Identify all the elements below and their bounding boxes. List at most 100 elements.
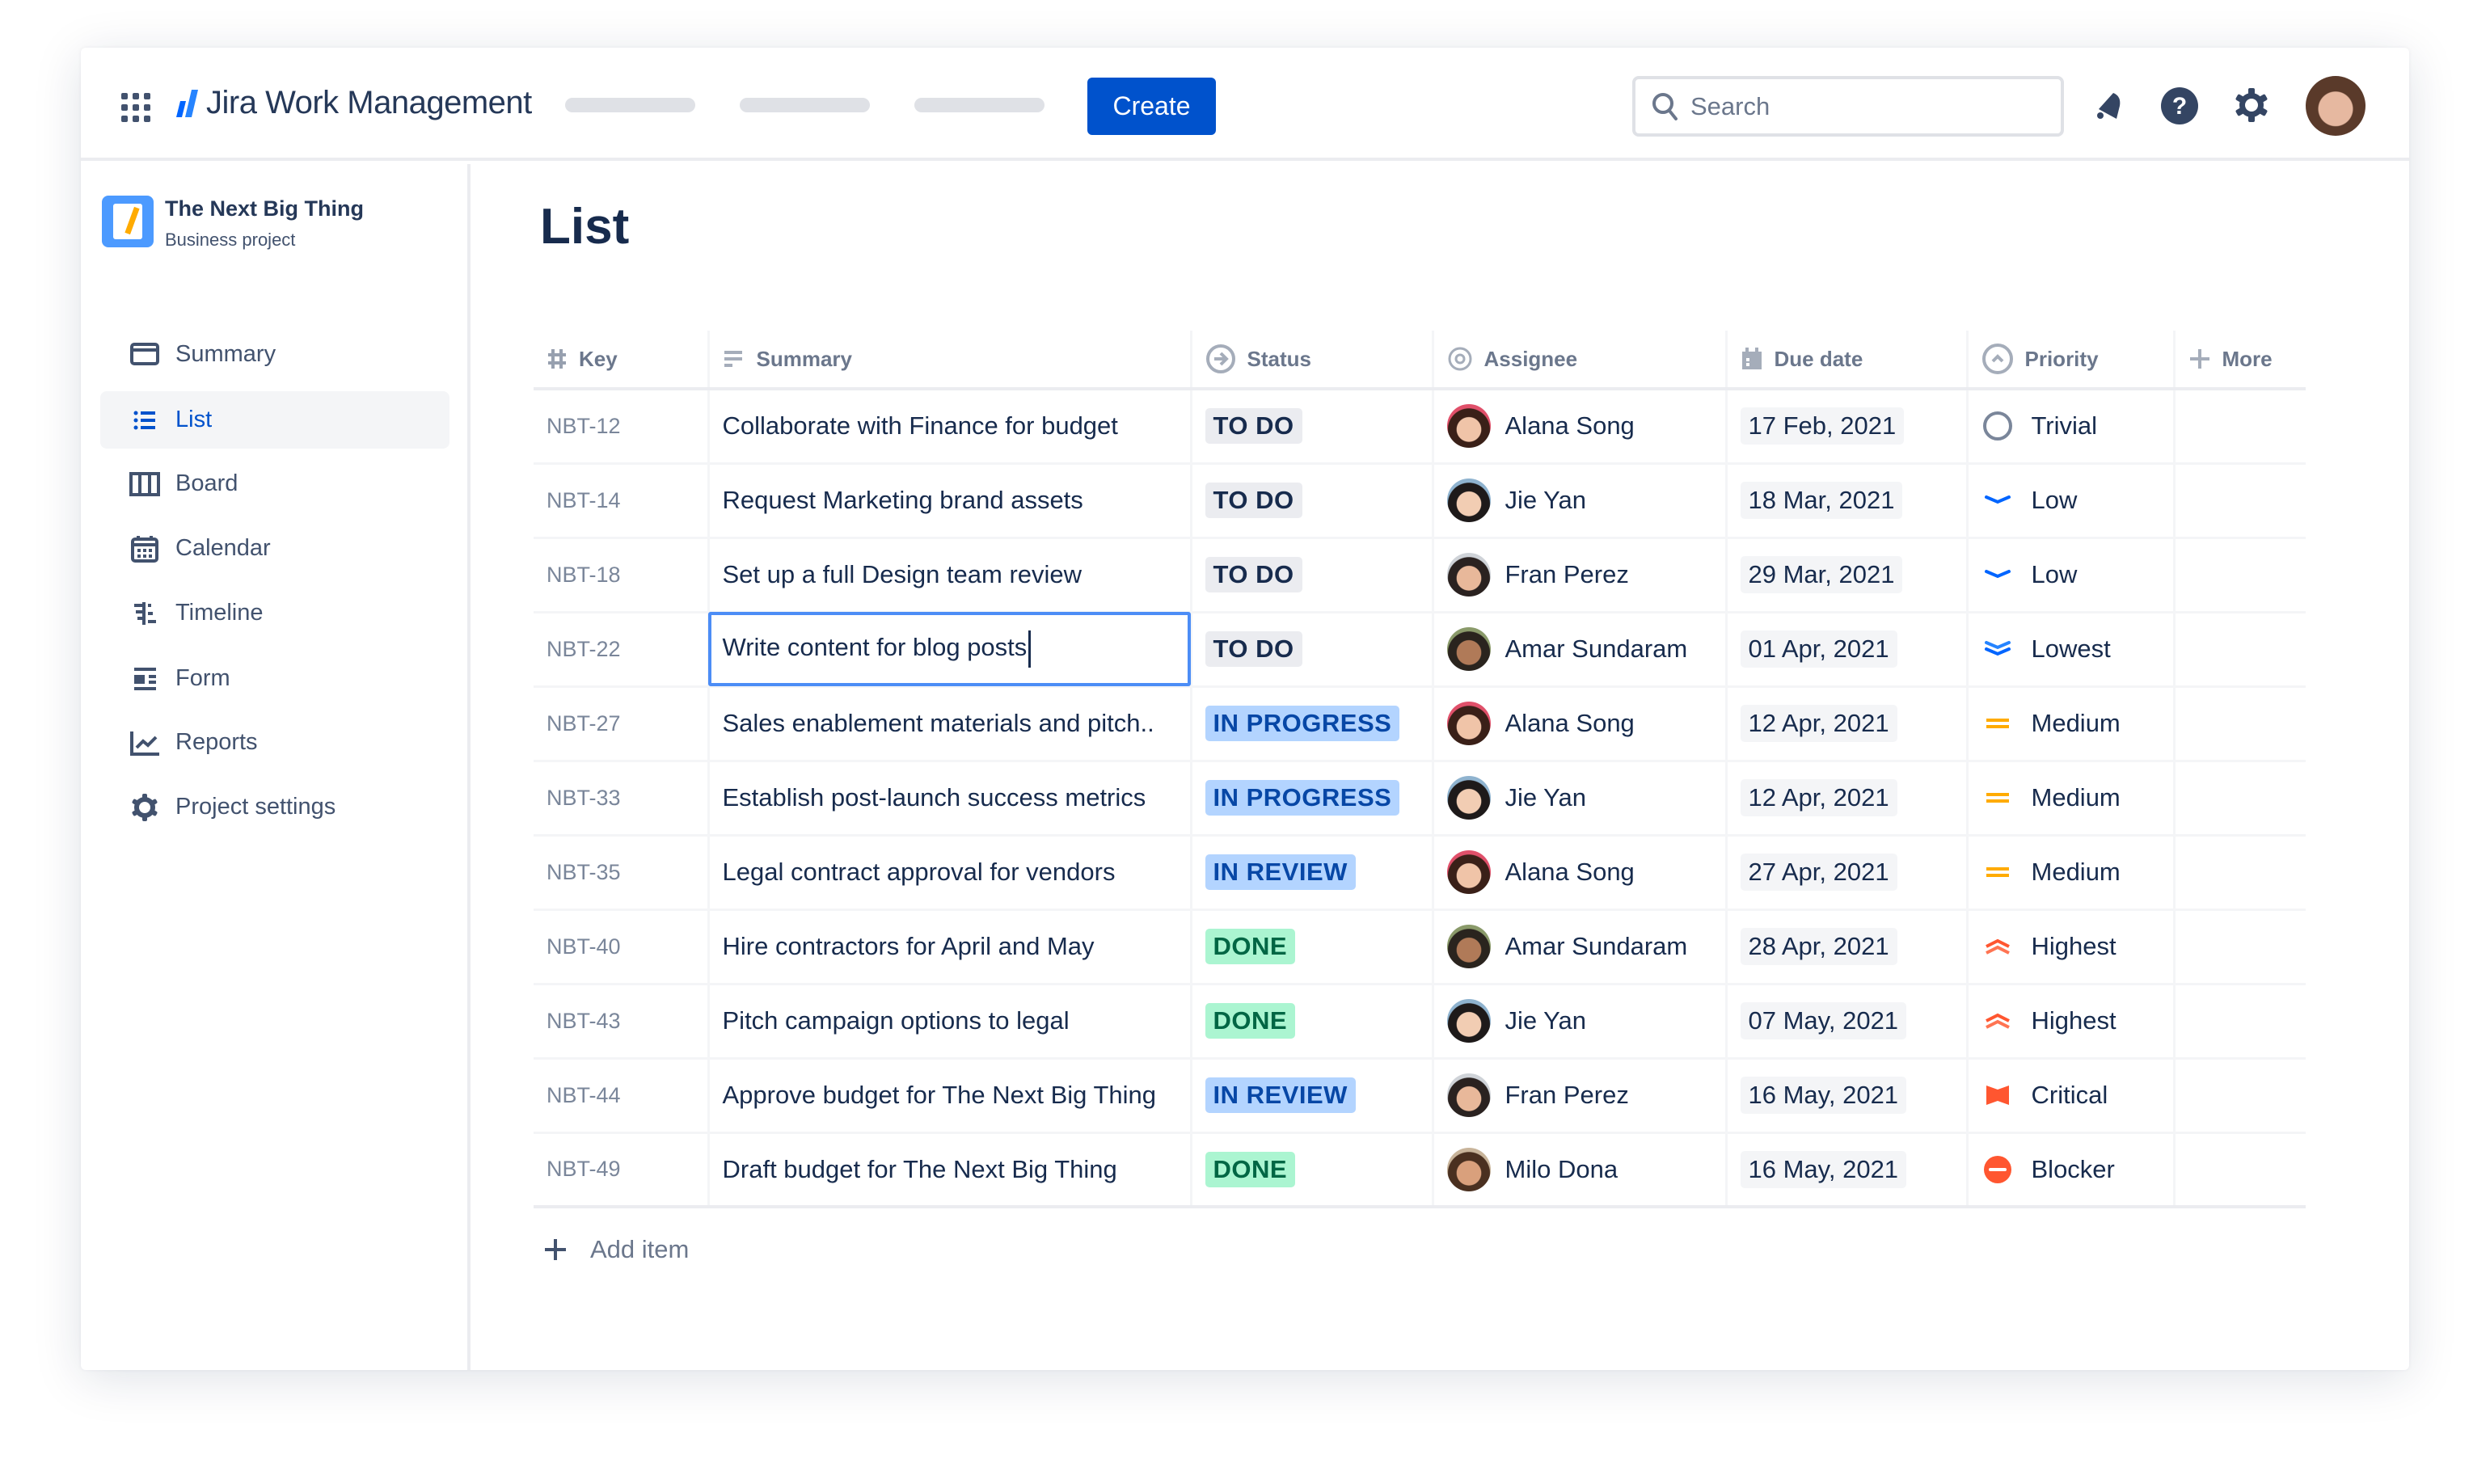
issue-summary[interactable]: Hire contractors for April and May: [707, 909, 1191, 985]
issue-summary[interactable]: Set up a full Design team review: [707, 538, 1191, 613]
issue-key[interactable]: NBT-40: [534, 909, 708, 985]
due-date-cell[interactable]: 16 May, 2021: [1724, 1058, 1967, 1134]
assignee-cell[interactable]: Alana Song: [1431, 686, 1726, 762]
status-cell[interactable]: TO DO: [1189, 538, 1433, 613]
table-row[interactable]: NBT-44 Approve budget for The Next Big Th…: [534, 1058, 2306, 1134]
table-row[interactable]: NBT-18 Set up a full Design team review TO…: [534, 538, 2306, 613]
priority-cell[interactable]: Low: [1965, 538, 2174, 613]
assignee-cell[interactable]: Jie Yan: [1431, 463, 1726, 539]
due-date-cell[interactable]: 29 Mar, 2021: [1724, 538, 1967, 613]
due-date-cell[interactable]: 12 Apr, 2021: [1724, 761, 1967, 837]
status-badge[interactable]: TO DO: [1205, 483, 1302, 518]
table-row[interactable]: NBT-12 Collaborate with Finance for budge…: [534, 389, 2306, 465]
priority-cell[interactable]: Lowest: [1965, 612, 2174, 688]
status-badge[interactable]: TO DO: [1205, 557, 1302, 592]
priority-cell[interactable]: Trivial: [1965, 389, 2174, 465]
sidebar-item-project-settings[interactable]: Project settings: [100, 778, 449, 836]
priority-cell[interactable]: Medium: [1965, 761, 2174, 837]
assignee-cell[interactable]: Fran Perez: [1431, 538, 1726, 613]
status-cell[interactable]: IN PROGRESS: [1189, 761, 1433, 837]
sidebar-item-summary[interactable]: Summary: [100, 326, 449, 383]
jira-logo-icon[interactable]: [175, 90, 203, 117]
sidebar-item-form[interactable]: Form: [100, 650, 449, 707]
sidebar-item-reports[interactable]: Reports: [100, 714, 449, 771]
settings-gear-icon[interactable]: [2233, 86, 2270, 124]
status-badge[interactable]: DONE: [1205, 929, 1296, 964]
issue-key[interactable]: NBT-44: [534, 1058, 708, 1134]
status-badge[interactable]: IN REVIEW: [1205, 1077, 1356, 1113]
search-input[interactable]: Search: [1632, 76, 2064, 137]
issue-key[interactable]: NBT-27: [534, 686, 708, 762]
issue-summary[interactable]: Approve budget for The Next Big Thing: [707, 1058, 1191, 1134]
table-row[interactable]: NBT-40 Hire contractors for April and May…: [534, 909, 2306, 985]
product-name[interactable]: Jira Work Management: [206, 85, 532, 120]
assignee-cell[interactable]: Alana Song: [1431, 835, 1726, 911]
issue-summary[interactable]: Request Marketing brand assets: [707, 463, 1191, 539]
add-item-button[interactable]: Add item: [543, 1235, 689, 1264]
column-status[interactable]: Status: [1189, 331, 1433, 390]
due-date-cell[interactable]: 01 Apr, 2021: [1724, 612, 1967, 688]
status-cell[interactable]: TO DO: [1189, 389, 1433, 465]
user-avatar[interactable]: [2306, 76, 2366, 136]
assignee-cell[interactable]: Amar Sundaram: [1431, 909, 1726, 985]
column-key[interactable]: Key: [534, 331, 708, 390]
assignee-cell[interactable]: Jie Yan: [1431, 984, 1726, 1060]
column-summary[interactable]: Summary: [707, 331, 1191, 390]
due-date-cell[interactable]: 28 Apr, 2021: [1724, 909, 1967, 985]
notification-bell-icon[interactable]: [2092, 90, 2125, 122]
issue-summary[interactable]: Pitch campaign options to legal: [707, 984, 1191, 1060]
due-date-cell[interactable]: 12 Apr, 2021: [1724, 686, 1967, 762]
status-badge[interactable]: TO DO: [1205, 408, 1302, 445]
due-date-cell[interactable]: 27 Apr, 2021: [1724, 835, 1967, 911]
status-badge[interactable]: IN REVIEW: [1205, 854, 1356, 890]
priority-cell[interactable]: Critical: [1965, 1058, 2174, 1134]
table-row[interactable]: NBT-14 Request Marketing brand assets TO D…: [534, 463, 2306, 539]
status-cell[interactable]: DONE: [1189, 909, 1433, 985]
assignee-cell[interactable]: Milo Dona: [1431, 1132, 1726, 1208]
app-switcher-icon[interactable]: [121, 93, 150, 122]
status-cell[interactable]: DONE: [1189, 1132, 1433, 1208]
assignee-cell[interactable]: Amar Sundaram: [1431, 612, 1726, 688]
table-row[interactable]: NBT-27 Sales enablement materials and pit…: [534, 686, 2306, 762]
table-row[interactable]: NBT-33 Establish post-launch success metr…: [534, 761, 2306, 837]
status-cell[interactable]: TO DO: [1189, 463, 1433, 539]
sidebar-item-calendar[interactable]: Calendar: [100, 520, 449, 577]
help-icon[interactable]: ?: [2160, 86, 2199, 125]
status-badge[interactable]: DONE: [1205, 1151, 1296, 1187]
sidebar-item-list[interactable]: List: [100, 391, 449, 449]
issue-key[interactable]: NBT-18: [534, 538, 708, 613]
issue-summary[interactable]: Establish post-launch success metrics: [707, 761, 1191, 837]
summary-input[interactable]: Write content for blog posts: [707, 612, 1191, 688]
due-date-cell[interactable]: 16 May, 2021: [1724, 1132, 1967, 1208]
assignee-cell[interactable]: Fran Perez: [1431, 1058, 1726, 1134]
issue-key[interactable]: NBT-49: [534, 1132, 708, 1208]
status-cell[interactable]: IN REVIEW: [1189, 835, 1433, 911]
create-button[interactable]: Create: [1087, 78, 1216, 135]
issue-summary[interactable]: Draft budget for The Next Big Thing: [707, 1132, 1191, 1208]
table-row[interactable]: NBT-22 Write content for blog posts TO DO A…: [534, 612, 2306, 688]
status-cell[interactable]: IN PROGRESS: [1189, 686, 1433, 762]
priority-cell[interactable]: Low: [1965, 463, 2174, 539]
priority-cell[interactable]: Blocker: [1965, 1132, 2174, 1208]
column-due-date[interactable]: Due date: [1724, 331, 1967, 390]
due-date-cell[interactable]: 07 May, 2021: [1724, 984, 1967, 1060]
status-cell[interactable]: TO DO: [1189, 612, 1433, 688]
table-row[interactable]: NBT-35 Legal contract approval for vendor…: [534, 835, 2306, 911]
table-row[interactable]: NBT-43 Pitch campaign options to legal DON…: [534, 984, 2306, 1060]
due-date-cell[interactable]: 18 Mar, 2021: [1724, 463, 1967, 539]
assignee-cell[interactable]: Alana Song: [1431, 389, 1726, 465]
assignee-cell[interactable]: Jie Yan: [1431, 761, 1726, 837]
issue-summary[interactable]: Collaborate with Finance for budget: [707, 389, 1191, 465]
issue-summary[interactable]: Sales enablement materials and pitch..: [707, 686, 1191, 762]
priority-cell[interactable]: Medium: [1965, 835, 2174, 911]
issue-key[interactable]: NBT-12: [534, 389, 708, 465]
issue-key[interactable]: NBT-14: [534, 463, 708, 539]
status-cell[interactable]: IN REVIEW: [1189, 1058, 1433, 1134]
sidebar-item-board[interactable]: Board: [100, 455, 449, 512]
priority-cell[interactable]: Highest: [1965, 984, 2174, 1060]
issue-summary[interactable]: Legal contract approval for vendors: [707, 835, 1191, 911]
column-assignee[interactable]: Assignee: [1431, 331, 1726, 390]
issue-key[interactable]: NBT-35: [534, 835, 708, 911]
due-date-cell[interactable]: 17 Feb, 2021: [1724, 389, 1967, 465]
issue-key[interactable]: NBT-43: [534, 984, 708, 1060]
